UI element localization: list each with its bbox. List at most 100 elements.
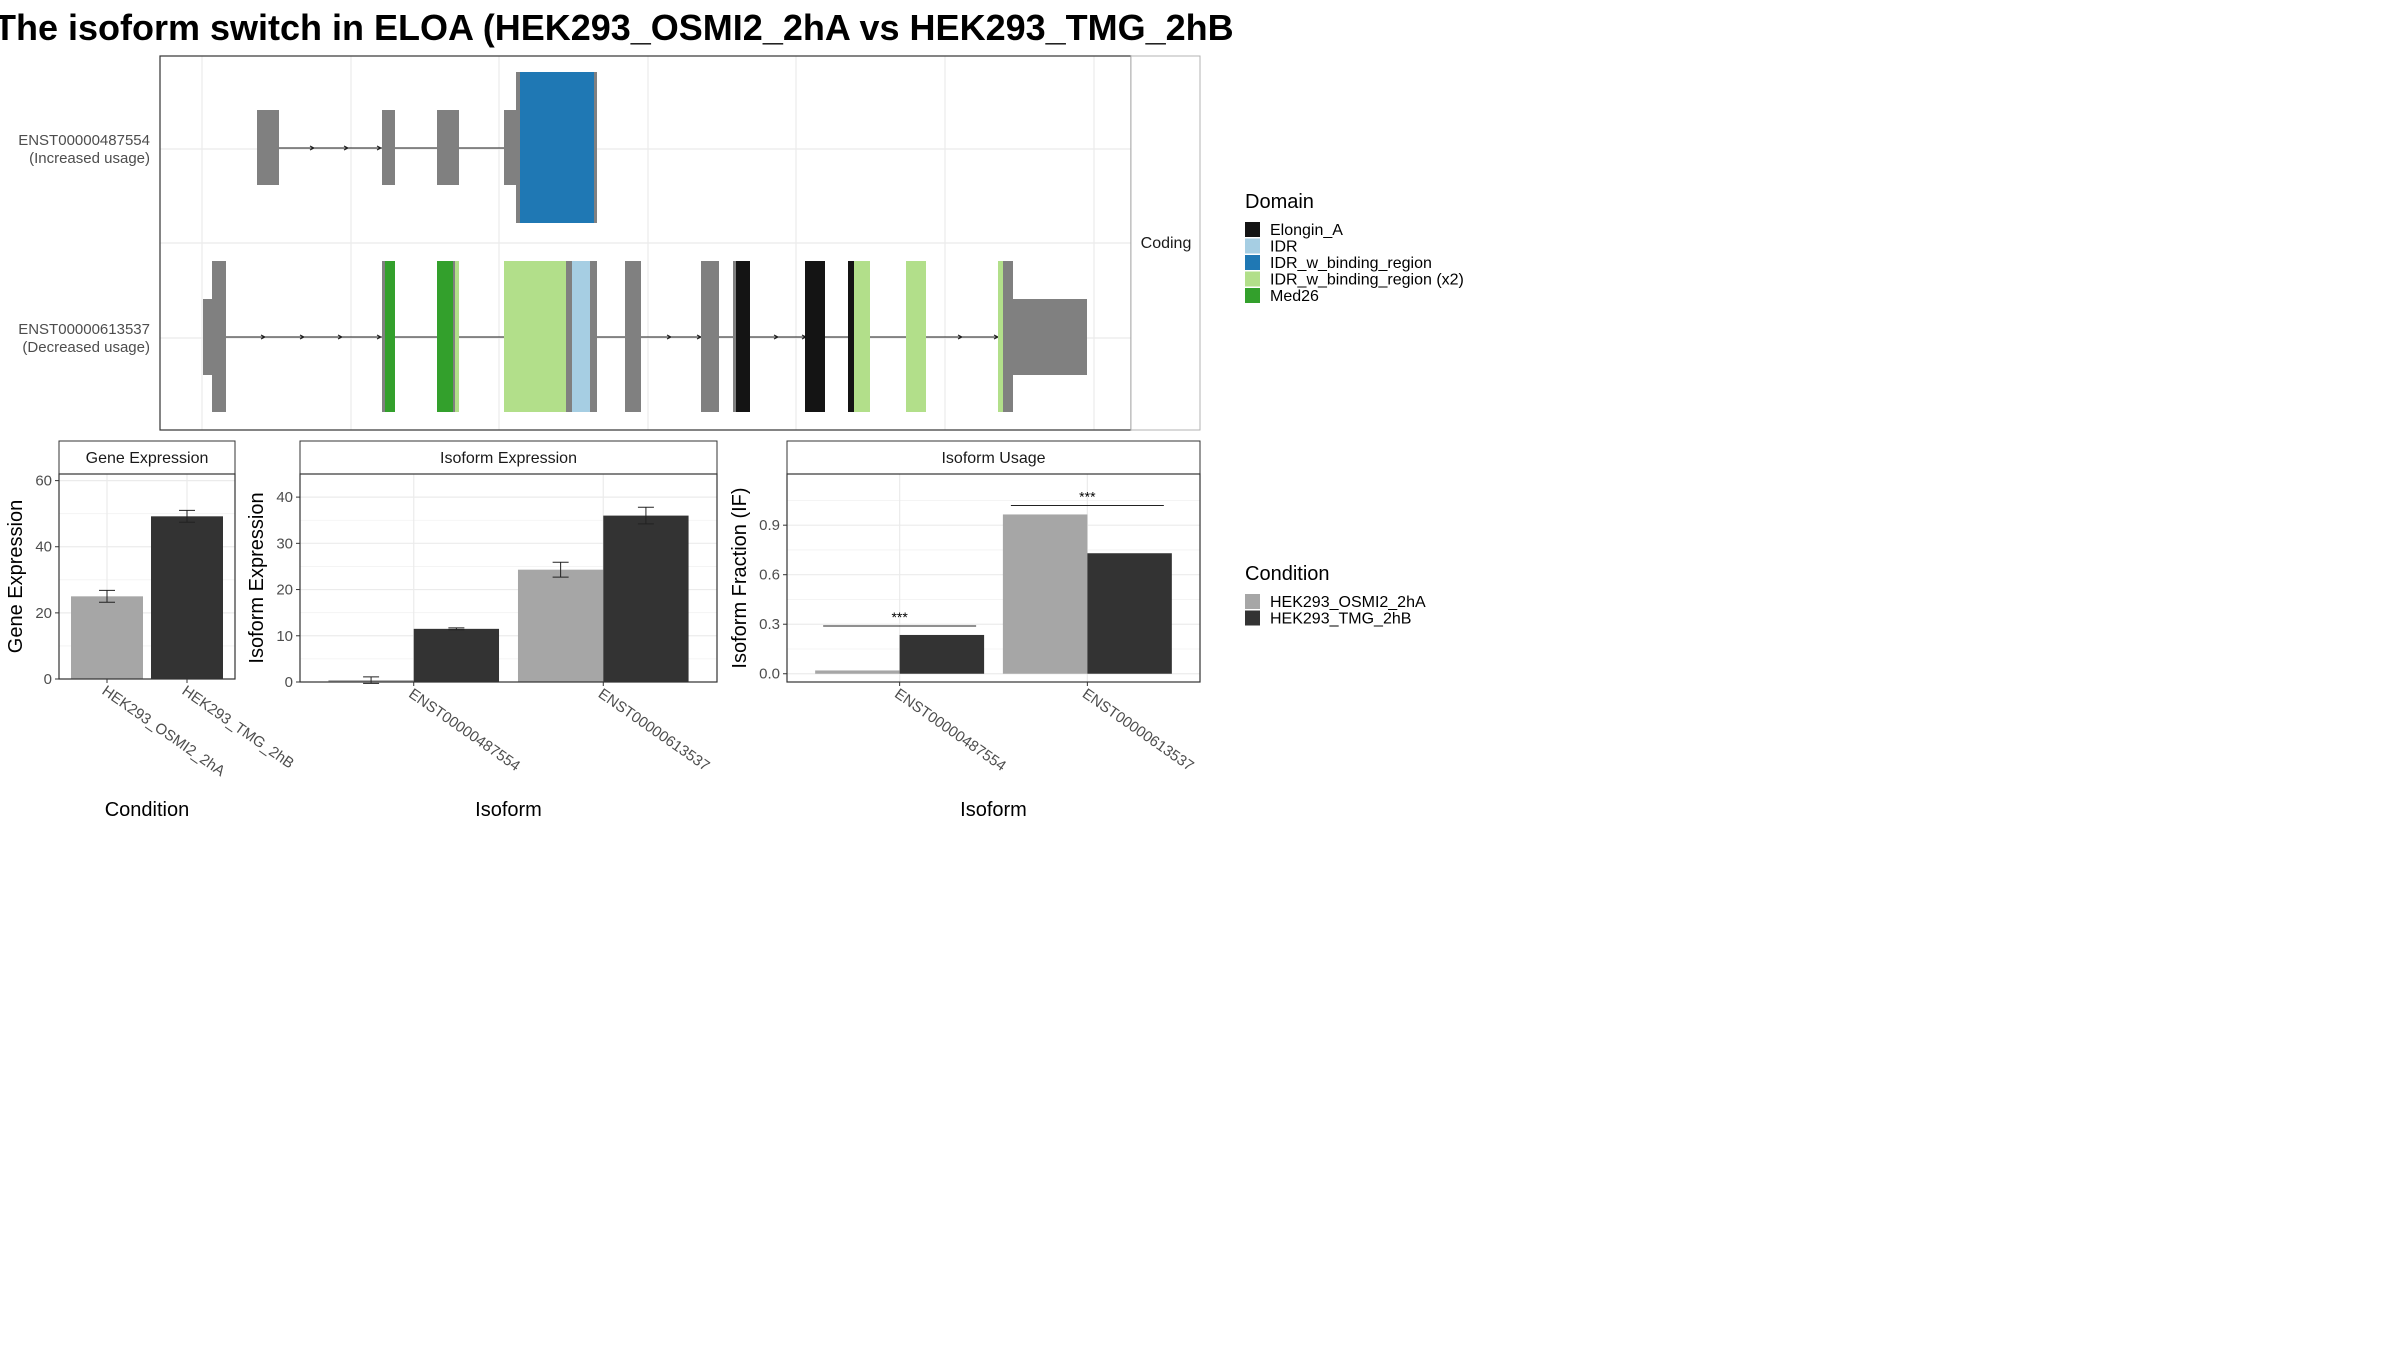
gene-y-axis-title: Gene Expression [5, 500, 27, 653]
domain-legend-label: IDR [1270, 239, 1298, 256]
domain-idr-w-binding-region-x2 [504, 261, 566, 412]
domain-med26 [385, 261, 395, 412]
intron-arrow [376, 145, 383, 151]
gene-ytick-label: 20 [35, 605, 52, 622]
intron-arrow [376, 334, 383, 340]
condition-legend-title: Condition [1245, 563, 1330, 585]
isoform-expression-ytick-label: 10 [276, 628, 293, 645]
isoform-usage-strip [786, 440, 1201, 475]
domain-idr-w-binding-region-x2 [854, 261, 870, 412]
structure-marks [203, 72, 1087, 412]
gene-plot-border [58, 473, 236, 680]
intron-arrow [666, 334, 673, 340]
exon-t1 [437, 110, 459, 185]
transcript-note-2: (Decreased usage) [22, 339, 150, 356]
isoform-expression-ytick-label: 0 [285, 674, 293, 691]
gene-error-bar [99, 589, 115, 603]
isoform-expression-ytick-label: 30 [276, 535, 293, 552]
isoform-expression-error-bar [552, 561, 569, 578]
isoform-expression-ytick-label: 40 [276, 489, 293, 506]
figure-title: The isoform switch in ELOA (HEK293_OSMI2… [0, 7, 1234, 48]
domain-legend-swatch [1245, 255, 1260, 270]
isoform-usage-xtick-label: ENST00000487554 [891, 685, 1009, 775]
exon-t1 [504, 110, 518, 185]
isoform-expression-bar [517, 569, 604, 682]
domain-legend-swatch [1245, 238, 1260, 254]
isoform-usage-panel: Isoform Usage *** *** 0.0 0.3 0.6 0.9 ENST00000… [729, 440, 1201, 821]
intron-arrow [343, 145, 350, 151]
gene-bar [151, 516, 223, 679]
domain-idr [572, 261, 590, 412]
intron-arrow [260, 334, 267, 340]
isoform-usage-ytick-label: 0.9 [759, 517, 780, 534]
domain-legend-swatch [1245, 222, 1260, 237]
isoform-usage-bar [899, 634, 985, 674]
domain-med26 [437, 261, 453, 412]
isoform-usage-ytick-label: 0.0 [759, 666, 780, 683]
domain-legend-swatch [1245, 288, 1260, 303]
exon-t1 [257, 110, 279, 185]
isoform-expression-xtick-label: ENST00000487554 [405, 685, 523, 775]
isoform-expression-error-bar [637, 506, 654, 525]
transcript-label-2: ENST00000613537 [18, 321, 150, 338]
isoform-usage-y-axis-title: Isoform Fraction (IF) [729, 487, 751, 668]
isoform-usage-strip-label: Isoform Usage [941, 450, 1045, 467]
isoform-expression-xtick-label: ENST00000613537 [595, 685, 713, 775]
gene-error-bar [179, 509, 195, 523]
intron-arrow [773, 334, 780, 340]
gene-ytick-label: 40 [35, 539, 52, 556]
domain-elongin-a [805, 261, 825, 412]
intron-arrow [337, 334, 344, 340]
exon-t2 [701, 261, 719, 412]
domain-idr-w-binding-region-x2 [455, 261, 459, 412]
condition-legend-label: HEK293_OSMI2_2hA [1270, 594, 1426, 611]
domain-elongin-a [848, 261, 854, 412]
exon-t2 [212, 261, 226, 412]
structure-strip-label: Coding [1141, 235, 1192, 252]
domain-idr-w-binding-region-x2 [998, 261, 1003, 412]
isoform-expression-bar [413, 628, 500, 682]
domain-idr-w-binding-region-x2 [906, 261, 926, 412]
isoform-expression-x-axis-title: Isoform [475, 799, 542, 821]
gene-ytick-label: 0 [44, 671, 52, 688]
intron-arrow [309, 145, 316, 151]
intron-arrow [299, 334, 306, 340]
isoform-usage-ytick-label: 0.6 [759, 567, 780, 584]
isoform-expression-y-axis-title: Isoform Expression [246, 492, 268, 663]
isoform-usage-significance-label: *** [1079, 488, 1096, 504]
domain-legend: Domain Elongin_AIDRIDR_w_binding_regionI… [1245, 191, 1464, 305]
isoform-usage-bar [1087, 553, 1172, 674]
exon-t1 [382, 110, 395, 185]
transcript-note-1: (Increased usage) [29, 150, 150, 167]
domain-legend-label: IDR_w_binding_region (x2) [1270, 272, 1464, 289]
domain-legend-title: Domain [1245, 191, 1314, 213]
domain-legend-label: IDR_w_binding_region [1270, 255, 1432, 272]
condition-legend-label: HEK293_TMG_2hB [1270, 611, 1411, 628]
exon-t2 [625, 261, 641, 412]
domain-elongin-a [736, 261, 750, 412]
gene-structure-panel: Coding ENST00000487554 (Increased usage)… [18, 55, 1201, 431]
isoform-expression-bar [603, 515, 689, 682]
isoform-expression-panel: Isoform Expression 0 10 20 30 40 ENST000004875… [246, 440, 718, 821]
isoform-expression-plot-border [299, 473, 718, 683]
isoform-expression-strip-label: Isoform Expression [440, 450, 577, 467]
structure-grid [160, 56, 1131, 430]
isoform-usage-x-axis-title: Isoform [960, 799, 1027, 821]
isoform-usage-bar [815, 670, 900, 674]
gene-ytick-label: 60 [35, 473, 52, 490]
isoform-usage-ytick-label: 0.3 [759, 616, 780, 633]
isoform-expression-error-bar [448, 627, 465, 631]
isoform-usage-plot-border [786, 473, 1201, 683]
domain-legend-label: Elongin_A [1270, 222, 1343, 239]
isoform-usage-xtick-label: ENST00000613537 [1079, 685, 1197, 775]
gene-strip [58, 440, 236, 475]
isoform-usage-significance-label: *** [891, 609, 908, 625]
isoform-expression-ytick-label: 20 [276, 582, 293, 599]
condition-legend-swatch [1245, 610, 1260, 626]
domain-legend-swatch [1245, 271, 1260, 287]
isoform-usage-bar [1002, 514, 1088, 674]
domain-idr-w-binding-region [520, 72, 594, 223]
isoform-switch-figure: The isoform switch in ELOA (HEK293_OSMI2… [0, 7, 1464, 821]
